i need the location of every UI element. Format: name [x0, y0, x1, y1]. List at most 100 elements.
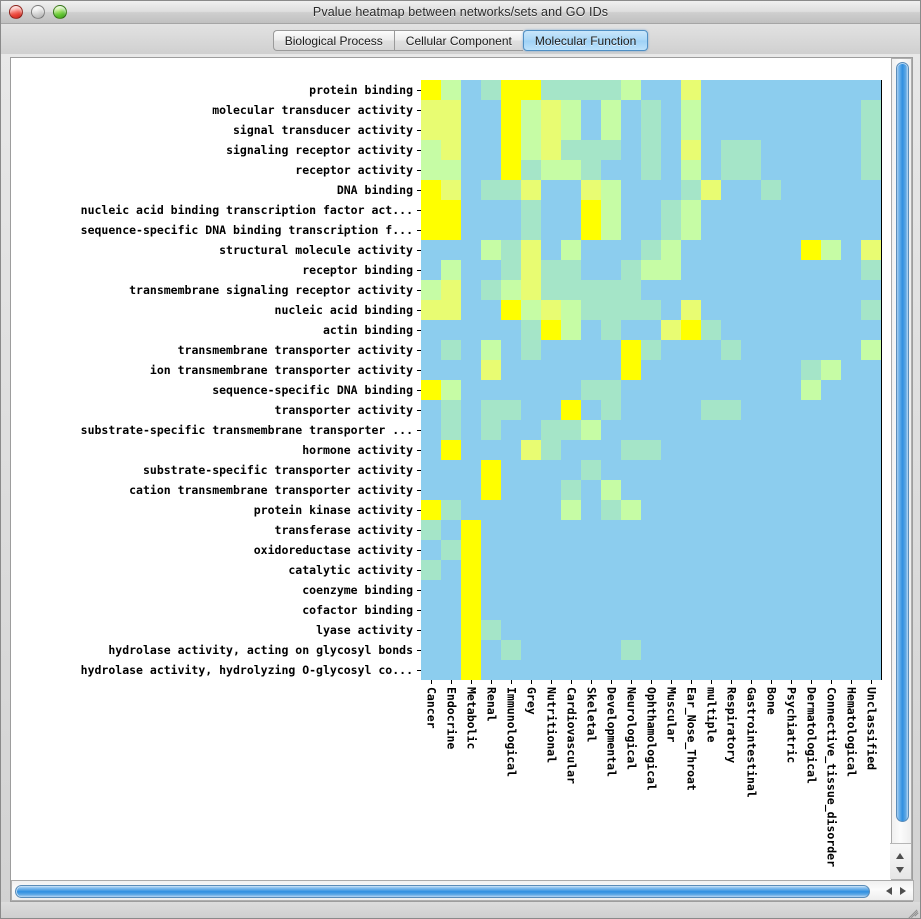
heatmap-cell: [501, 520, 521, 540]
row-tick-icon: [417, 410, 421, 411]
scroll-right-icon[interactable]: [900, 887, 906, 895]
tab-biological-process[interactable]: Biological Process: [272, 29, 394, 51]
heatmap-cell: [461, 100, 481, 120]
heatmap-cell: [801, 460, 821, 480]
heatmap-cell: [641, 440, 661, 460]
heatmap-cell: [541, 380, 561, 400]
heatmap-cell: [761, 360, 781, 380]
column-label: Gastrointestinal: [744, 687, 759, 798]
heatmap-cell: [821, 600, 841, 620]
heatmap-cell: [441, 660, 461, 680]
heatmap-cell: [761, 280, 781, 300]
heatmap-cell: [841, 120, 861, 140]
heatmap-cell: [821, 140, 841, 160]
minimize-window-button[interactable]: [31, 5, 45, 19]
heatmap-cell: [861, 320, 881, 340]
heatmap-cell: [781, 620, 801, 640]
resize-grip-icon[interactable]: [906, 903, 920, 918]
scroll-up-icon[interactable]: [896, 853, 904, 859]
row-label: ion transmembrane transporter activity: [149, 363, 413, 377]
heatmap-cell: [741, 80, 761, 100]
vertical-scrollbar-thumb[interactable]: [896, 62, 909, 822]
heatmap-cell: [701, 300, 721, 320]
heatmap-cell: [801, 620, 821, 640]
heatmap-cell: [781, 540, 801, 560]
heatmap-cell: [621, 100, 641, 120]
horizontal-scrollbar[interactable]: [11, 880, 914, 901]
heatmap-cell: [641, 500, 661, 520]
heatmap-cell: [541, 240, 561, 260]
heatmap-cell: [661, 160, 681, 180]
column-tick-icon: [451, 680, 452, 684]
heatmap-cell: [681, 460, 701, 480]
heatmap-cell: [841, 640, 861, 660]
horizontal-scroll-arrows[interactable]: [877, 881, 913, 902]
window-bottom-bar: [1, 902, 920, 918]
heatmap-cell: [621, 420, 641, 440]
tab-cellular-component[interactable]: Cellular Component: [393, 29, 523, 51]
heatmap-cell: [441, 280, 461, 300]
heatmap-cell: [841, 240, 861, 260]
horizontal-scrollbar-thumb[interactable]: [15, 885, 870, 898]
heatmap-cell: [721, 620, 741, 640]
heatmap-cell: [541, 520, 561, 540]
heatmap-cell: [761, 420, 781, 440]
row-tick-icon: [417, 290, 421, 291]
heatmap-cell: [681, 620, 701, 640]
heatmap-cell: [601, 260, 621, 280]
heatmap-cell: [581, 640, 601, 660]
heatmap-cell: [421, 180, 441, 200]
heatmap-cell: [601, 520, 621, 540]
column-tick-icon: [771, 680, 772, 684]
content-panel: protein binding molecular transducer acti…: [10, 57, 914, 902]
heatmap-cell: [741, 560, 761, 580]
column-label-slot: Respiratory: [721, 680, 741, 860]
heatmap-cell: [841, 220, 861, 240]
heatmap-cell: [421, 120, 441, 140]
row-tick-icon: [417, 430, 421, 431]
heatmap-cell: [801, 380, 821, 400]
heatmap-cell: [601, 240, 621, 260]
heatmap-cell: [681, 580, 701, 600]
column-tick-icon: [731, 680, 732, 684]
heatmap-cell: [841, 80, 861, 100]
heatmap-cell: [441, 520, 461, 540]
heatmap-cell: [481, 560, 501, 580]
heatmap-cell: [581, 280, 601, 300]
heatmap-cell: [821, 80, 841, 100]
heatmap-cell: [621, 500, 641, 520]
tab-molecular-function[interactable]: Molecular Function: [522, 29, 649, 51]
heatmap-cell: [781, 140, 801, 160]
row-tick-icon: [417, 650, 421, 651]
column-label-slot: Dermatological: [801, 680, 821, 860]
heatmap-cell: [441, 260, 461, 280]
column-tick-icon: [491, 680, 492, 684]
scroll-down-icon[interactable]: [896, 867, 904, 873]
heatmap-cell: [641, 560, 661, 580]
scroll-left-icon[interactable]: [886, 887, 892, 895]
row-label: receptor activity: [295, 163, 413, 177]
close-window-button[interactable]: [9, 5, 23, 19]
vertical-scroll-arrows[interactable]: [890, 843, 911, 879]
column-label: Dermatological: [804, 687, 819, 784]
heatmap-cell: [581, 420, 601, 440]
heatmap-cell: [621, 540, 641, 560]
heatmap-cell: [481, 500, 501, 520]
heatmap-cell: [521, 220, 541, 240]
heatmap-cell: [481, 340, 501, 360]
heatmap-cell: [681, 440, 701, 460]
heatmap-cell: [441, 540, 461, 560]
heatmap-cell: [461, 580, 481, 600]
zoom-window-button[interactable]: [53, 5, 67, 19]
heatmap-cell: [801, 580, 821, 600]
heatmap-cell: [421, 540, 441, 560]
vertical-scrollbar[interactable]: [890, 58, 912, 880]
heatmap-cell: [701, 200, 721, 220]
heatmap-cell: [861, 600, 881, 620]
row-label: transferase activity: [274, 523, 413, 537]
heatmap-cell: [621, 520, 641, 540]
heatmap-cell: [821, 540, 841, 560]
row-tick-icon: [417, 350, 421, 351]
heatmap-cell: [761, 120, 781, 140]
heatmap-cell: [441, 440, 461, 460]
